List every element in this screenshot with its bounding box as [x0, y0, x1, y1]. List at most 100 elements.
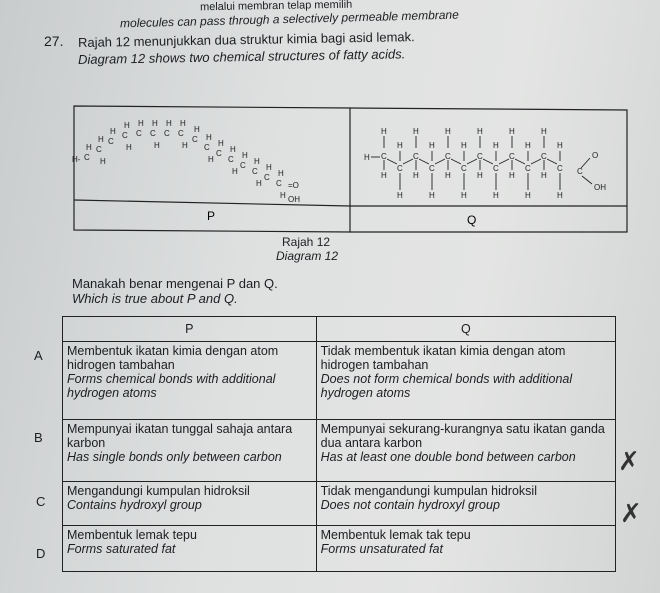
header-q: Q	[315, 316, 617, 342]
atom-label: H	[413, 171, 419, 180]
bond-line	[581, 175, 593, 185]
atom-label: H	[477, 127, 483, 136]
atom-label: C	[228, 155, 234, 164]
atom-label: H	[194, 125, 200, 134]
atom-label: H	[218, 139, 224, 148]
atom-label: H	[509, 171, 515, 180]
atom-label: C	[108, 137, 114, 146]
atom-label: C	[150, 129, 156, 138]
atom-label: H	[461, 141, 467, 150]
atom-label: H	[381, 171, 387, 180]
atom-label: H	[126, 143, 132, 152]
option-b-q: Mempunyai sekurang-kurangnya satu ikatan…	[315, 419, 617, 482]
atom-label: H	[166, 119, 172, 128]
atom-label: H	[208, 155, 214, 164]
option-c-p: Mengandungi kumpulan hidroksil Contains h…	[62, 481, 317, 526]
ask-english: Which is true about P and Q.	[72, 291, 238, 306]
bond-line	[482, 158, 494, 165]
atom-label: H	[242, 151, 248, 160]
atom-label: C	[577, 167, 583, 176]
atom-label: O	[592, 151, 598, 160]
option-a-q: Tidak membentuk ikatan kimia dengan atom…	[315, 341, 617, 420]
atom-label: H	[182, 141, 188, 150]
option-b-label: B	[34, 430, 43, 445]
option-a-p: Membentuk ikatan kimia dengan atom hidro…	[62, 341, 317, 420]
caption-malay: Rajah 12	[282, 235, 331, 249]
bond-line	[546, 158, 558, 165]
option-c-label: C	[36, 494, 46, 509]
atom-label: H	[154, 141, 160, 150]
question-number: 27.	[44, 33, 64, 49]
atom-label: H	[461, 191, 467, 200]
question-text-english: Diagram 12 shows two chemical structures…	[77, 46, 406, 67]
atom-label: H	[477, 171, 483, 180]
atom-label: H	[100, 157, 106, 166]
atom-label: H	[557, 191, 563, 200]
atom-label: H	[445, 127, 451, 136]
bond-line	[514, 158, 526, 165]
bond-line	[434, 158, 446, 165]
atom-label: C	[204, 143, 210, 152]
atom-label: H	[397, 191, 403, 200]
option-b-p: Mempunyai ikatan tunggal sahaja antara k…	[62, 419, 317, 482]
atom-label: C	[240, 161, 246, 170]
bond-line	[530, 158, 542, 165]
atom-label: C	[96, 145, 102, 154]
atom-label: C	[493, 164, 499, 173]
handwritten-cross-mark: ✗	[620, 498, 642, 528]
bond-line	[450, 158, 462, 165]
atom-label: H	[98, 135, 104, 144]
diagram-box-q	[349, 107, 628, 233]
atom-label: C	[264, 173, 270, 182]
atom-label: C	[557, 164, 563, 173]
atom-label: C	[541, 152, 547, 161]
bond-line	[580, 157, 591, 169]
atom-label: H	[525, 141, 531, 150]
atom-label: H	[493, 141, 499, 150]
atom-label: C	[252, 167, 258, 176]
caption-english: Diagram 12	[276, 249, 339, 263]
atom-label: H	[429, 191, 435, 200]
handwritten-cross-mark: ✗	[618, 446, 640, 476]
atom-label: OH	[288, 195, 300, 204]
bond-line	[418, 158, 430, 165]
atom-label: C	[397, 164, 403, 173]
bond-line	[498, 158, 510, 165]
atom-label: C	[381, 152, 387, 161]
atom-label: H-	[72, 155, 81, 164]
atom-label: H	[413, 127, 419, 136]
atom-label: C	[122, 131, 128, 140]
atom-label: C	[136, 129, 142, 138]
option-d-label: D	[36, 546, 46, 561]
atom-label: C	[84, 153, 90, 162]
option-d-q: Membentuk lemak tak tepu Forms unsaturate…	[315, 525, 617, 572]
atom-label: H	[138, 119, 144, 128]
atom-label: C	[413, 152, 419, 161]
atom-label: H	[525, 191, 531, 200]
label-q: Q	[467, 213, 476, 227]
atom-label: C	[525, 164, 531, 173]
atom-label: OH	[594, 183, 606, 192]
atom-label: H	[266, 163, 272, 172]
option-d-p: Membentuk lemak tepu Forms saturated fat	[62, 525, 317, 572]
option-a-label: A	[34, 348, 43, 363]
atom-label: H	[509, 127, 515, 136]
bond-line	[386, 158, 398, 165]
atom-label: H	[493, 191, 499, 200]
atom-label: H	[230, 145, 236, 154]
atom-label: H	[124, 121, 130, 130]
option-c-q: Tidak mengandungi kumpulan hidroksil Does…	[315, 481, 617, 526]
atom-label: H	[152, 119, 158, 128]
atom-label: H	[397, 141, 403, 150]
atom-label: H	[232, 167, 238, 176]
bond-line	[402, 158, 414, 165]
atom-label: H	[381, 127, 387, 136]
atom-label: C	[477, 152, 483, 161]
atom-label: H	[364, 153, 370, 162]
atom-label: C	[461, 164, 467, 173]
label-p: P	[207, 209, 215, 223]
atom-label: C	[276, 179, 282, 188]
atom-label: H	[280, 191, 286, 200]
